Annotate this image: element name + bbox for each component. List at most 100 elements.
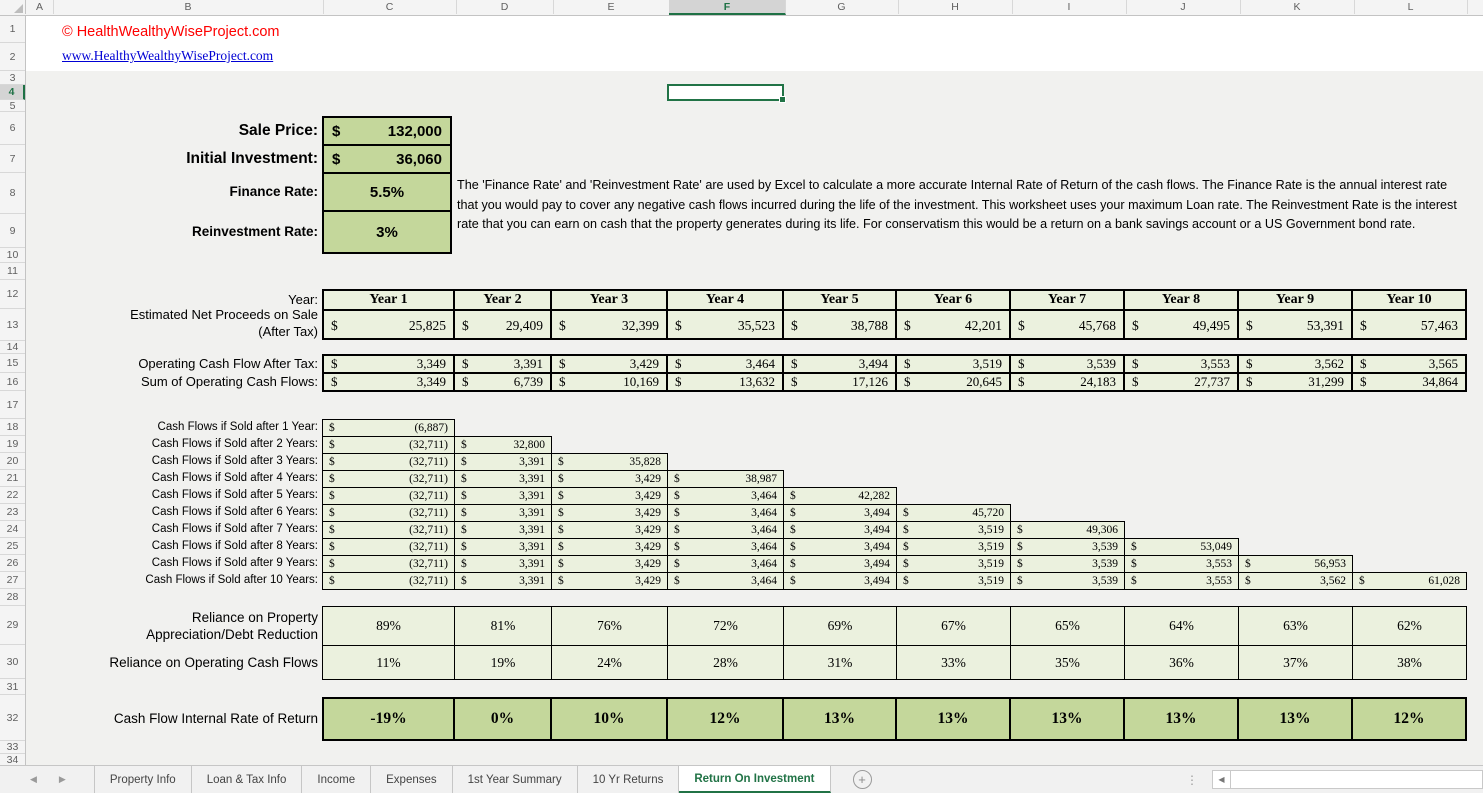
row-header-18[interactable]: 18 <box>0 419 25 436</box>
cashflow-cell[interactable]: $56,953 <box>1238 555 1353 573</box>
cashflow-cell[interactable]: $3,429 <box>551 538 668 556</box>
row-header-6[interactable]: 6 <box>0 112 25 145</box>
net-proceeds-cell[interactable]: $42,201 <box>895 309 1011 340</box>
cashflow-cell[interactable]: $3,494 <box>783 555 897 573</box>
op-cf-cell[interactable]: $3,539 <box>1009 354 1125 374</box>
tab-return-on-investment-active[interactable]: Return On Investment <box>679 766 831 793</box>
cashflow-cell[interactable]: $3,539 <box>1010 572 1125 590</box>
cashflow-cell[interactable]: $3,429 <box>551 504 668 522</box>
cashflow-cell[interactable]: $42,282 <box>783 487 897 505</box>
row-header-29[interactable]: 29 <box>0 606 25 645</box>
reliance-property-cell[interactable]: 76% <box>551 606 668 646</box>
cashflow-cell[interactable]: $3,464 <box>667 572 784 590</box>
irr-cell[interactable]: 10% <box>550 697 668 741</box>
sum-cf-cell[interactable]: $31,299 <box>1237 372 1353 392</box>
cashflow-cell[interactable]: $ (32,711) <box>322 572 455 590</box>
column-header-J[interactable]: J <box>1126 0 1241 14</box>
row-header-32[interactable]: 32 <box>0 695 25 741</box>
sum-cf-cell[interactable]: $10,169 <box>550 372 668 392</box>
year-header-cell[interactable]: Year 8 <box>1123 289 1239 311</box>
cashflow-cell[interactable]: $3,519 <box>896 555 1011 573</box>
irr-cell[interactable]: 12% <box>1351 697 1467 741</box>
sum-cf-cell[interactable]: $24,183 <box>1009 372 1125 392</box>
cashflow-cell[interactable]: $ (32,711) <box>322 555 455 573</box>
cashflow-cell[interactable]: $32,800 <box>454 436 552 454</box>
sum-cf-cell[interactable]: $27,737 <box>1123 372 1239 392</box>
row-header-2[interactable]: 2 <box>0 43 25 71</box>
reliance-property-cell[interactable]: 72% <box>667 606 784 646</box>
row-header-13[interactable]: 13 <box>0 309 25 341</box>
sum-cf-cell[interactable]: $20,645 <box>895 372 1011 392</box>
cashflow-cell[interactable]: $ (32,711) <box>322 453 455 471</box>
sale-price-cell[interactable]: $132,000 <box>322 116 452 146</box>
cashflow-cell[interactable]: $ (32,711) <box>322 504 455 522</box>
website-link[interactable]: www.HealthyWealthyWiseProject.com <box>62 48 274 63</box>
net-proceeds-cell[interactable]: $45,768 <box>1009 309 1125 340</box>
reliance-operating-cell[interactable]: 11% <box>322 645 455 680</box>
cashflow-cell[interactable]: $ (32,711) <box>322 521 455 539</box>
cashflow-cell[interactable]: $3,539 <box>1010 555 1125 573</box>
cashflow-cell[interactable]: $3,494 <box>783 572 897 590</box>
row-header-4-selected[interactable]: 4 <box>0 85 25 100</box>
cashflow-cell[interactable]: $3,391 <box>454 538 552 556</box>
reliance-property-cell[interactable]: 69% <box>783 606 897 646</box>
row-header-8[interactable]: 8 <box>0 173 25 214</box>
cashflow-cell[interactable]: $3,429 <box>551 555 668 573</box>
net-proceeds-cell[interactable]: $57,463 <box>1351 309 1467 340</box>
cashflow-cell[interactable]: $3,519 <box>896 538 1011 556</box>
row-header-15[interactable]: 15 <box>0 354 25 373</box>
cashflow-cell[interactable]: $38,987 <box>667 470 784 488</box>
row-header-17[interactable]: 17 <box>0 391 25 419</box>
tab-loan-tax-info[interactable]: Loan & Tax Info <box>192 766 303 793</box>
op-cf-cell[interactable]: $3,349 <box>322 354 455 374</box>
irr-cell[interactable]: 13% <box>1123 697 1239 741</box>
cashflow-cell[interactable]: $3,519 <box>896 572 1011 590</box>
row-header-28[interactable]: 28 <box>0 589 25 606</box>
cashflow-cell[interactable]: $3,391 <box>454 572 552 590</box>
cashflow-cell[interactable]: $ (32,711) <box>322 487 455 505</box>
row-header-3[interactable]: 3 <box>0 71 25 85</box>
tab-property-info[interactable]: Property Info <box>93 766 192 793</box>
row-header-27[interactable]: 27 <box>0 572 25 589</box>
cashflow-cell[interactable]: $53,049 <box>1124 538 1239 556</box>
irr-cell[interactable]: 12% <box>666 697 784 741</box>
tab-income[interactable]: Income <box>302 766 372 793</box>
reliance-operating-cell[interactable]: 33% <box>896 645 1011 680</box>
column-header-K[interactable]: K <box>1240 0 1355 14</box>
net-proceeds-cell[interactable]: $38,788 <box>782 309 897 340</box>
reliance-operating-cell[interactable]: 35% <box>1010 645 1125 680</box>
cashflow-cell[interactable]: $3,429 <box>551 572 668 590</box>
row-header-14[interactable]: 14 <box>0 341 25 354</box>
row-header-20[interactable]: 20 <box>0 453 25 470</box>
tab-1st-year-summary[interactable]: 1st Year Summary <box>453 766 578 793</box>
year-header-cell[interactable]: Year 5 <box>782 289 897 311</box>
cashflow-cell[interactable]: $3,429 <box>551 470 668 488</box>
row-header-19[interactable]: 19 <box>0 436 25 453</box>
op-cf-cell[interactable]: $3,565 <box>1351 354 1467 374</box>
row-header-16[interactable]: 16 <box>0 373 25 391</box>
op-cf-cell[interactable]: $3,553 <box>1123 354 1239 374</box>
add-sheet-button[interactable]: + <box>852 770 872 789</box>
reliance-property-cell[interactable]: 63% <box>1238 606 1353 646</box>
year-header-cell[interactable]: Year 9 <box>1237 289 1353 311</box>
column-header-D[interactable]: D <box>456 0 554 14</box>
row-header-11[interactable]: 11 <box>0 263 25 280</box>
irr-cell[interactable]: 13% <box>1009 697 1125 741</box>
cashflow-cell[interactable]: $3,539 <box>1010 538 1125 556</box>
reliance-property-cell[interactable]: 67% <box>896 606 1011 646</box>
cashflow-cell[interactable]: $3,553 <box>1124 572 1239 590</box>
cashflow-cell[interactable]: $ (6,887) <box>322 419 455 437</box>
year-header-cell[interactable]: Year 1 <box>322 289 455 311</box>
row-header-33[interactable]: 33 <box>0 741 25 754</box>
op-cf-cell[interactable]: $3,494 <box>782 354 897 374</box>
cashflow-cell[interactable]: $3,464 <box>667 538 784 556</box>
scrollbar-left-arrow-icon[interactable]: ◀ <box>1212 770 1231 789</box>
irr-cell[interactable]: 13% <box>1237 697 1353 741</box>
cashflow-cell[interactable]: $3,494 <box>783 521 897 539</box>
row-header-26[interactable]: 26 <box>0 555 25 572</box>
cashflow-cell[interactable]: $3,429 <box>551 521 668 539</box>
net-proceeds-cell[interactable]: $53,391 <box>1237 309 1353 340</box>
row-header-25[interactable]: 25 <box>0 538 25 555</box>
column-header-A[interactable]: A <box>26 0 54 14</box>
cashflow-cell[interactable]: $3,494 <box>783 504 897 522</box>
